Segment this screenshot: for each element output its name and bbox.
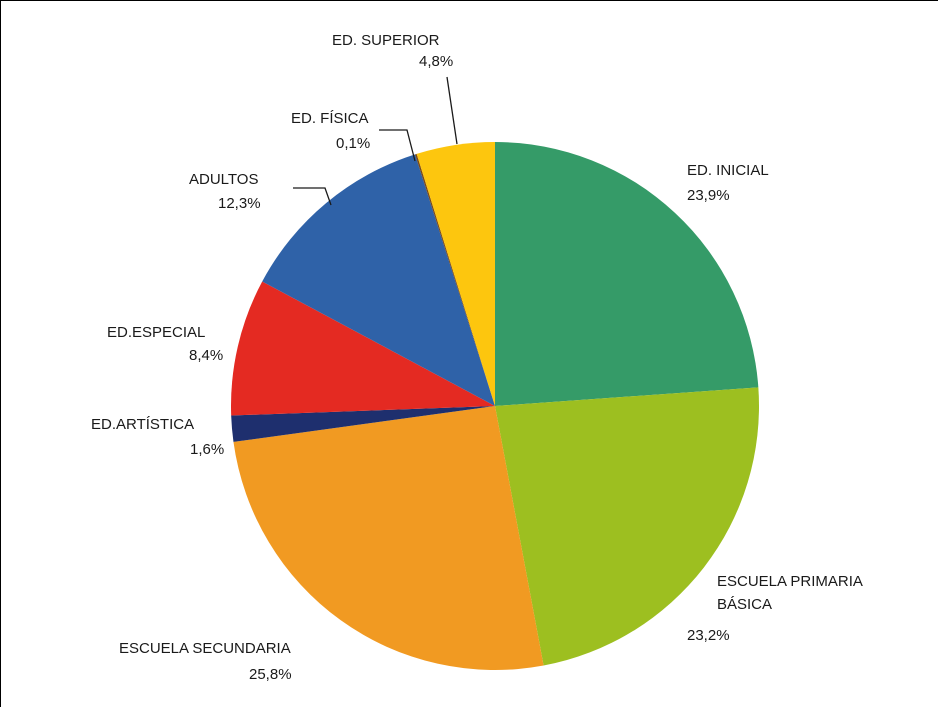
slice-label-escuela-primaria: ESCUELA PRIMARIA: [717, 573, 863, 590]
pie-slice-escuela-secundaria: [233, 406, 544, 671]
slice-value-ed-inicial: 23,9%: [687, 187, 730, 204]
pie-slice-ed-superior: [416, 142, 495, 406]
slice-labels: ED. INICIAL 23,9% ESCUELA PRIMARIA BÁSICA 23…: [91, 32, 863, 683]
pie-slice-ed-especial: [231, 281, 496, 416]
pie-slice-adultos: [262, 154, 495, 406]
slice-value-ed-especial: 8,4%: [189, 347, 223, 364]
slice-label-adultos: ADULTOS: [189, 171, 258, 188]
slice-label-ed-especial: ED.ESPECIAL: [107, 324, 205, 341]
slice-value-ed-fisica: 0,1%: [336, 135, 370, 152]
leader-line-ed-fisica: [379, 129, 416, 162]
slice-value-escuela-primaria: 23,2%: [687, 627, 730, 644]
slice-value-escuela-secundaria: 25,8%: [249, 666, 292, 683]
slice-label-line2-escuela-primaria: BÁSICA: [717, 596, 772, 613]
pie-slice-ed-artistica: [231, 406, 495, 442]
slice-label-ed-inicial: ED. INICIAL: [687, 162, 769, 179]
slice-label-ed-fisica: ED. FÍSICA: [291, 110, 369, 127]
leader-line-ed-superior: [446, 76, 458, 145]
slice-label-ed-superior: ED. SUPERIOR: [332, 32, 440, 49]
slice-value-ed-artistica: 1,6%: [190, 441, 224, 458]
leader-line-adultos: [293, 187, 332, 206]
slice-value-ed-superior: 4,8%: [419, 53, 453, 70]
pie-slices: [231, 142, 759, 671]
slice-label-escuela-secundaria: ESCUELA SECUNDARIA: [119, 640, 291, 657]
pie-slice-ed-inicial: [495, 142, 759, 406]
pie-slice-ed-fisica: [415, 153, 495, 406]
slice-value-adultos: 12,3%: [218, 195, 261, 212]
leader-lines: [293, 76, 458, 206]
pie-slice-escuela-primaria: [495, 387, 759, 666]
slice-label-ed-artistica: ED.ARTÍSTICA: [91, 416, 194, 433]
